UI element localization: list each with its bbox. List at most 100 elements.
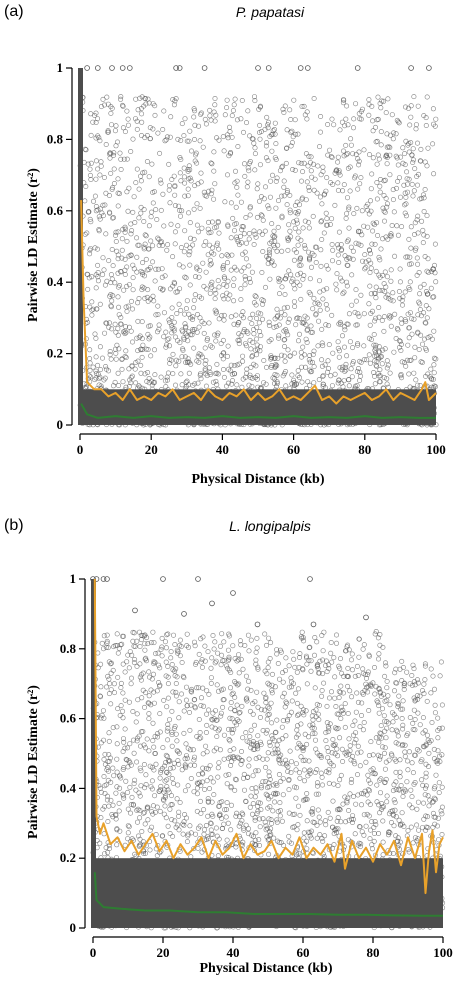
scatter-point: [204, 749, 210, 755]
scatter-point: [372, 691, 378, 697]
scatter-point: [151, 189, 157, 195]
scatter-point: [304, 327, 310, 333]
scatter-point: [288, 117, 294, 123]
scatter-point: [292, 664, 298, 670]
scatter-point: [98, 206, 104, 212]
scatter-point: [267, 742, 273, 748]
scatter-point: [167, 717, 173, 723]
scatter-point: [129, 363, 135, 369]
scatter-point: [150, 738, 156, 744]
scatter-point: [200, 144, 206, 150]
scatter-point: [323, 188, 329, 194]
scatter-point: [172, 241, 178, 247]
scatter-point: [175, 749, 181, 755]
scatter-point: [290, 276, 296, 282]
scatter-point: [203, 371, 209, 377]
scatter-point: [272, 364, 278, 370]
scatter-point: [164, 247, 170, 253]
scatter-point: [211, 251, 217, 257]
scatter-point: [145, 817, 151, 823]
scatter-point: [182, 311, 188, 317]
scatter-point: [244, 366, 250, 372]
scatter-point: [347, 748, 353, 754]
scatter-point: [358, 791, 364, 797]
scatter-point: [271, 228, 277, 234]
scatter-point: [165, 663, 171, 669]
scatter-point: [344, 151, 350, 157]
scatter-point: [425, 737, 431, 743]
scatter-point: [111, 215, 117, 221]
scatter-point: [199, 664, 205, 670]
scatter-point: [115, 203, 121, 209]
scatter-point: [204, 711, 210, 717]
scatter-point: [274, 379, 280, 385]
scatter-point: [284, 127, 290, 133]
scatter-point: [184, 753, 190, 759]
scatter-point: [228, 669, 234, 675]
scatter-point: [164, 342, 170, 348]
scatter-point: [142, 232, 148, 238]
scatter-point: [392, 311, 398, 317]
scatter-point: [360, 666, 366, 672]
scatter-point: [230, 643, 236, 649]
scatter-point: [112, 280, 118, 286]
scatter-point: [254, 635, 260, 641]
scatter-point: [266, 780, 272, 786]
scatter-point: [172, 229, 178, 235]
scatter-point: [334, 271, 340, 277]
scatter-point: [102, 804, 108, 810]
scatter-point: [415, 710, 421, 716]
scatter-point: [345, 673, 351, 679]
x-tick-label: 40: [216, 442, 229, 457]
scatter-point: [160, 745, 166, 751]
scatter-point: [205, 766, 211, 772]
scatter-point: [435, 735, 441, 741]
scatter-point: [186, 329, 192, 335]
scatter-point: [411, 679, 417, 685]
scatter-point: [383, 663, 389, 669]
scatter-point: [364, 792, 370, 798]
scatter-point: [111, 773, 117, 779]
scatter-point: [302, 243, 308, 249]
scatter-point: [258, 707, 264, 713]
scatter-point: [252, 794, 258, 800]
scatter-point: [425, 256, 431, 262]
scatter-point: [306, 734, 312, 740]
scatter-point: [216, 688, 222, 694]
scatter-point: [207, 369, 213, 375]
scatter-point: [178, 213, 184, 219]
scatter-point: [294, 220, 300, 226]
scatter-point: [277, 813, 283, 819]
scatter-point: [432, 270, 438, 276]
scatter-point: [89, 307, 95, 313]
scatter-point: [108, 151, 114, 157]
scatter-point: [355, 792, 361, 798]
scatter-point: [241, 771, 247, 777]
scatter-point: [272, 234, 278, 240]
scatter-point: [345, 255, 351, 261]
scatter-point: [206, 219, 212, 225]
scatter-point: [411, 232, 417, 238]
scatter-point: [332, 674, 338, 680]
scatter-point: [373, 295, 379, 301]
scatter-point: [134, 335, 140, 341]
scatter-point: [245, 831, 251, 837]
scatter-point: [397, 774, 403, 780]
scatter-point: [191, 757, 197, 763]
scatter-point: [308, 323, 314, 329]
scatter-point: [158, 767, 164, 773]
scatter-point: [114, 741, 120, 747]
scatter-point: [355, 842, 361, 848]
scatter-point: [115, 176, 121, 182]
scatter-point: [171, 632, 177, 638]
scatter-point: [200, 260, 206, 266]
scatter-point: [169, 330, 175, 336]
scatter-point: [199, 657, 205, 663]
scatter-point: [439, 811, 445, 817]
scatter-point: [170, 689, 176, 695]
scatter-point: [148, 238, 154, 244]
scatter-point: [317, 819, 323, 825]
scatter-point: [348, 142, 354, 148]
scatter-point: [391, 782, 397, 788]
scatter-point: [289, 140, 295, 146]
